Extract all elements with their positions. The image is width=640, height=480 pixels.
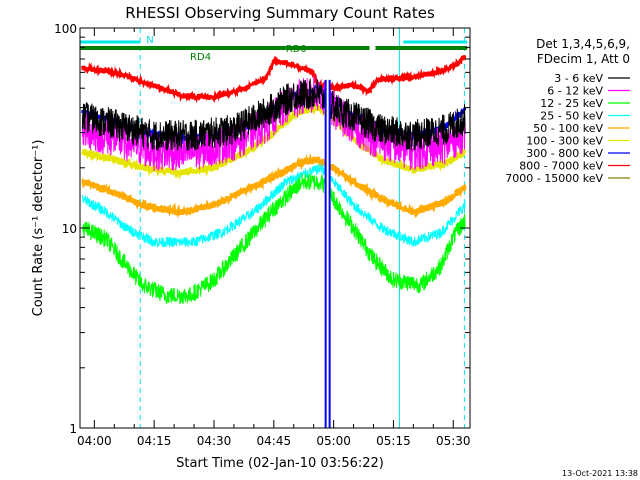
y-tick-label-1: 10: [62, 222, 77, 236]
flag-label-rd4: RD4: [190, 52, 211, 63]
legend-header-line-1: Det 1,3,4,5,6,9,: [536, 37, 630, 51]
legend-entry-7: 800 - 7000 keV: [519, 160, 603, 173]
legend-entry-2: 12 - 25 keV: [540, 97, 603, 110]
x-tick-label-2: 04:30: [197, 434, 232, 448]
legend-entry-1: 6 - 12 keV: [547, 85, 603, 98]
x-tick-label-5: 05:15: [376, 434, 411, 448]
x-axis-label: Start Time (02-Jan-10 03:56:22): [176, 456, 384, 471]
y-tick-label-2: 100: [54, 22, 77, 36]
plot-frame: [79, 27, 471, 429]
y-axis-label: Count Rate (s⁻¹ detector⁻¹): [31, 140, 46, 317]
x-tick-label-4: 05:00: [316, 434, 351, 448]
legend-header-line-2: FDecim 1, Att 0: [537, 52, 630, 66]
series-line-3: [81, 163, 466, 248]
series-line-1: [81, 75, 466, 172]
legend-entry-8: 7000 - 15000 keV: [505, 172, 603, 185]
plot-area: N RD0 RD4: [79, 28, 468, 428]
series-line-4: [81, 152, 467, 219]
flag-label-rd0: RD0: [286, 44, 307, 55]
series-line-0: [81, 78, 466, 151]
x-tick-label-6: 05:30: [436, 434, 471, 448]
generation-timestamp: 13-Oct-2021 13:38: [562, 469, 638, 478]
legend-entry-0: 3 - 6 keV: [554, 72, 603, 85]
x-tick-label-1: 04:15: [137, 434, 172, 448]
legend-entry-6: 300 - 800 keV: [526, 147, 603, 160]
series-line-2: [82, 173, 466, 304]
legend-entry-5: 100 - 300 keV: [526, 135, 603, 148]
x-tick-label-0: 04:00: [77, 434, 112, 448]
x-tick-label-3: 04:45: [257, 434, 292, 448]
flag-label-n: N: [146, 35, 153, 46]
legend-entry-4: 50 - 100 keV: [533, 122, 603, 135]
y-tick-label-0: 1: [69, 422, 77, 436]
legend-entry-3: 25 - 50 keV: [540, 110, 603, 123]
axes: 04:00 04:15 04:30 04:45 05:00 05:15 05:30 1 10 10…: [54, 22, 470, 448]
chart-title: RHESSI Observing Summary Count Rates: [125, 4, 435, 22]
legend: Det 1,3,4,5,6,9, FDecim 1, Att 0 3 - 6 k…: [505, 37, 630, 185]
series-line-7: [81, 55, 467, 104]
